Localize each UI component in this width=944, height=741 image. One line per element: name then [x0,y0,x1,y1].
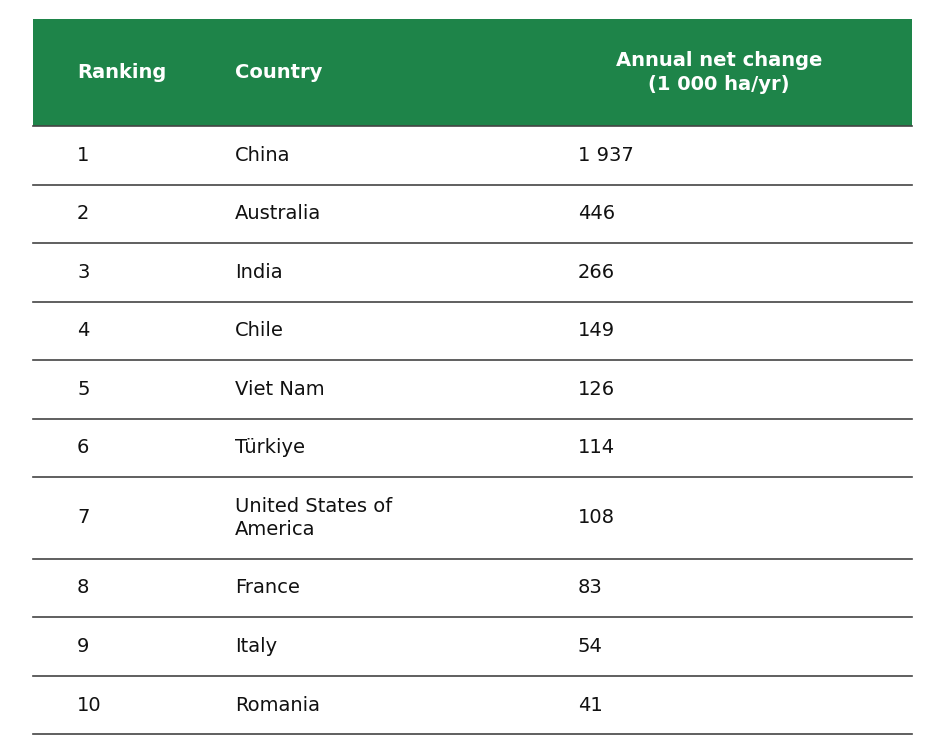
Text: France: France [235,579,300,597]
Text: 1: 1 [77,146,90,165]
Text: Annual net change
(1 000 ha/yr): Annual net change (1 000 ha/yr) [615,50,821,94]
Text: 266: 266 [578,263,615,282]
Text: Türkiye: Türkiye [235,439,305,457]
Text: Chile: Chile [235,322,284,340]
Bar [33,360,911,419]
Text: 10: 10 [77,696,102,714]
Text: 5: 5 [77,380,90,399]
Bar [33,559,911,617]
Text: 54: 54 [578,637,602,656]
Text: 446: 446 [578,205,615,223]
Text: China: China [235,146,291,165]
Text: Romania: Romania [235,696,320,714]
Text: 149: 149 [578,322,615,340]
Text: 3: 3 [77,263,90,282]
Text: Australia: Australia [235,205,321,223]
Bar [33,419,911,477]
Text: 108: 108 [578,508,615,528]
Text: 2: 2 [77,205,90,223]
Bar [33,302,911,360]
Bar [33,477,911,559]
Bar [33,243,911,302]
Text: 7: 7 [77,508,90,528]
Text: 8: 8 [77,579,90,597]
Bar [33,126,911,185]
Text: 9: 9 [77,637,90,656]
Text: Viet Nam: Viet Nam [235,380,325,399]
Text: Italy: Italy [235,637,277,656]
Text: 83: 83 [578,579,602,597]
Text: 41: 41 [578,696,602,714]
Text: Ranking: Ranking [77,63,166,82]
Text: 4: 4 [77,322,90,340]
Bar [33,617,911,676]
Text: India: India [235,263,282,282]
Text: 1 937: 1 937 [578,146,633,165]
Text: 6: 6 [77,439,90,457]
Text: United States of
America: United States of America [235,496,392,539]
Text: 114: 114 [578,439,615,457]
Bar [33,19,911,126]
Bar [33,676,911,734]
Text: Country: Country [235,63,322,82]
Bar [33,185,911,243]
Text: 126: 126 [578,380,615,399]
